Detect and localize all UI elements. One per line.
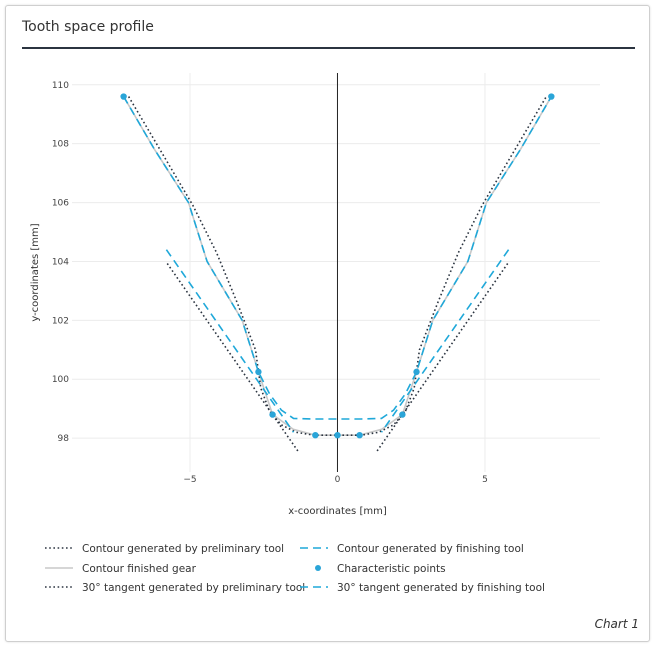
- x-axis-label: x-coordinates [mm]: [288, 506, 387, 517]
- x-tick-label: 0: [335, 475, 341, 485]
- chart-title: Tooth space profile: [22, 19, 154, 35]
- legend-marker: [315, 565, 321, 571]
- tangent-line: [165, 249, 295, 433]
- chart-caption: Chart 1: [594, 617, 639, 631]
- characteristic-point: [356, 431, 363, 439]
- title-divider: [22, 47, 635, 49]
- y-tick-label: 104: [52, 257, 69, 267]
- legend-label: Contour generated by preliminary tool: [82, 543, 284, 555]
- legend-label: 30° tangent generated by preliminary too…: [82, 582, 305, 594]
- series-line: [127, 96, 548, 436]
- characteristic-point: [120, 93, 127, 100]
- y-tick-label: 102: [52, 316, 69, 326]
- characteristic-point: [413, 368, 420, 376]
- characteristic-point: [399, 411, 406, 418]
- y-tick-label: 108: [52, 140, 69, 150]
- y-tick-label: 98: [58, 434, 70, 444]
- characteristic-point: [255, 368, 262, 376]
- x-tick-label: −5: [183, 475, 196, 485]
- legend-label: 30° tangent generated by finishing tool: [337, 582, 545, 594]
- legend-label: Characteristic points: [337, 563, 446, 575]
- legend-label: Contour finished gear: [82, 563, 197, 575]
- tangent-line: [166, 263, 300, 453]
- y-tick-label: 100: [52, 375, 69, 385]
- legend-label: Contour generated by finishing tool: [337, 543, 524, 555]
- characteristic-point: [334, 431, 341, 439]
- characteristic-point: [548, 93, 555, 100]
- series-line: [122, 96, 553, 420]
- y-axis-label: y-coordinates [mm]: [30, 223, 41, 321]
- y-tick-label: 106: [52, 199, 69, 209]
- characteristic-point: [269, 411, 276, 418]
- tangent-line: [375, 263, 509, 453]
- characteristic-point: [312, 431, 319, 439]
- y-tick-label: 110: [52, 81, 69, 91]
- tangent-line: [380, 249, 510, 433]
- x-tick-label: 5: [482, 475, 488, 485]
